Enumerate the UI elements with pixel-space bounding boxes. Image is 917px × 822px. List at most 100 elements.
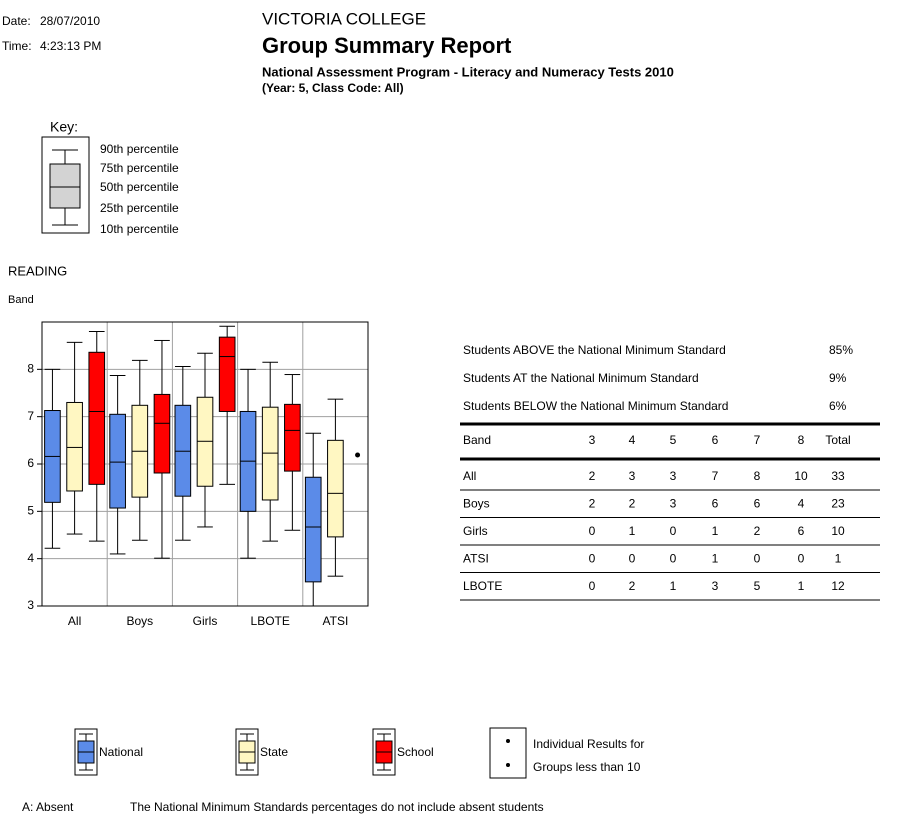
- individual-icon-dot: [506, 763, 510, 767]
- table-cell: Girls: [463, 524, 488, 538]
- key-label: 90th percentile: [100, 142, 179, 156]
- table-cell: 3: [670, 497, 677, 511]
- table-cell: 2: [754, 524, 761, 538]
- plot-frame: [41, 321, 369, 607]
- date-label: Date:: [2, 14, 31, 28]
- table-header: Total: [825, 433, 850, 447]
- box: [66, 401, 83, 492]
- table-header: Band: [463, 433, 491, 447]
- key-frame: [41, 136, 90, 234]
- table-cell: 3: [670, 469, 677, 483]
- table-cell: 0: [670, 552, 677, 566]
- table-header: 6: [712, 433, 719, 447]
- x-tick-label: Boys: [126, 614, 153, 628]
- x-tick-label: All: [68, 614, 81, 628]
- standard-value: 85%: [829, 343, 853, 357]
- subtitle: National Assessment Program - Literacy a…: [262, 64, 674, 79]
- chart-title: READING: [8, 263, 67, 278]
- key-box: [49, 163, 81, 209]
- absent-note: A: Absent: [22, 800, 74, 814]
- box: [327, 439, 344, 538]
- box: [284, 403, 301, 472]
- y-tick-label: 8: [27, 362, 34, 376]
- table-cell: 3: [629, 469, 636, 483]
- table-cell: 8: [754, 469, 761, 483]
- key-label: 75th percentile: [100, 161, 179, 175]
- table-cell: All: [463, 469, 476, 483]
- table-cell: 2: [629, 579, 636, 593]
- table-cell: 12: [831, 579, 845, 593]
- table-cell: 10: [794, 469, 808, 483]
- table-cell: 2: [589, 469, 596, 483]
- school: VICTORIA COLLEGE: [262, 9, 426, 28]
- key-label: 25th percentile: [100, 201, 179, 215]
- table-header: 8: [798, 433, 805, 447]
- individual-icon-dot: [506, 739, 510, 743]
- table-cell: 2: [589, 497, 596, 511]
- table-cell: 3: [712, 579, 719, 593]
- legend-label: State: [260, 745, 288, 759]
- table-cell: 33: [831, 469, 845, 483]
- table-header: 7: [754, 433, 761, 447]
- year: (Year: 5, Class Code: All): [262, 81, 404, 95]
- y-tick-label: 5: [27, 504, 34, 518]
- key-label: 10th percentile: [100, 222, 179, 236]
- standard-value: 6%: [829, 399, 847, 413]
- box: [109, 413, 126, 509]
- table-header: 3: [589, 433, 596, 447]
- table-cell: Boys: [463, 497, 490, 511]
- title: Group Summary Report: [262, 33, 512, 58]
- date: 28/07/2010: [40, 14, 100, 28]
- box: [88, 351, 106, 485]
- legend-label: School: [397, 745, 434, 759]
- table-cell: 6: [798, 524, 805, 538]
- individual-note: Groups less than 10: [533, 760, 641, 774]
- plot: [44, 325, 361, 606]
- standard-label: Students BELOW the National Minimum Stan…: [463, 399, 728, 413]
- y-tick-label: 7: [27, 409, 34, 423]
- table-cell: 1: [670, 579, 677, 593]
- table-cell: 5: [754, 579, 761, 593]
- table-cell: LBOTE: [463, 579, 502, 593]
- table-cell: 10: [831, 524, 845, 538]
- time-label: Time:: [2, 39, 32, 53]
- table-cell: 1: [835, 552, 842, 566]
- table-cell: 6: [754, 497, 761, 511]
- table-cell: 7: [712, 469, 719, 483]
- standard-value: 9%: [829, 371, 847, 385]
- y-axis-label: Band: [8, 294, 34, 306]
- table-cell: 1: [712, 552, 719, 566]
- table-header: 4: [629, 433, 636, 447]
- table-cell: 0: [589, 552, 596, 566]
- legend-frame: [74, 728, 98, 776]
- legend-frame: [372, 728, 396, 776]
- key-title: Key:: [50, 119, 78, 135]
- table-cell: 23: [831, 497, 845, 511]
- table-cell: 0: [589, 524, 596, 538]
- x-tick-label: ATSI: [323, 614, 349, 628]
- y-tick-label: 6: [27, 456, 34, 470]
- legend-frame: [235, 728, 259, 776]
- box: [153, 393, 171, 474]
- table-cell: 0: [589, 579, 596, 593]
- individual-icon: [489, 727, 527, 779]
- box: [218, 336, 236, 412]
- key-label: 50th percentile: [100, 180, 179, 194]
- standard-label: Students AT the National Minimum Standar…: [463, 371, 699, 385]
- box: [304, 476, 322, 583]
- table-cell: 1: [629, 524, 636, 538]
- y-tick-label: 4: [27, 551, 34, 565]
- individual-point: [355, 452, 361, 458]
- table-cell: 6: [712, 497, 719, 511]
- table-header: 5: [670, 433, 677, 447]
- x-tick-label: LBOTE: [251, 614, 290, 628]
- table-cell: 0: [670, 524, 677, 538]
- table-cell: 1: [712, 524, 719, 538]
- table-cell: 0: [798, 552, 805, 566]
- standard-label: Students ABOVE the National Minimum Stan…: [463, 343, 726, 357]
- time: 4:23:13 PM: [40, 39, 101, 53]
- legend-label: National: [99, 745, 143, 759]
- table-cell: 0: [754, 552, 761, 566]
- table-cell: 4: [798, 497, 805, 511]
